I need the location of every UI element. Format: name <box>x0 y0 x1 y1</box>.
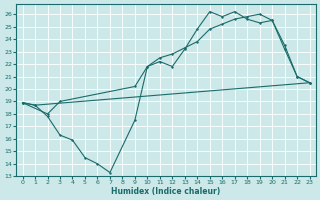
X-axis label: Humidex (Indice chaleur): Humidex (Indice chaleur) <box>111 187 221 196</box>
